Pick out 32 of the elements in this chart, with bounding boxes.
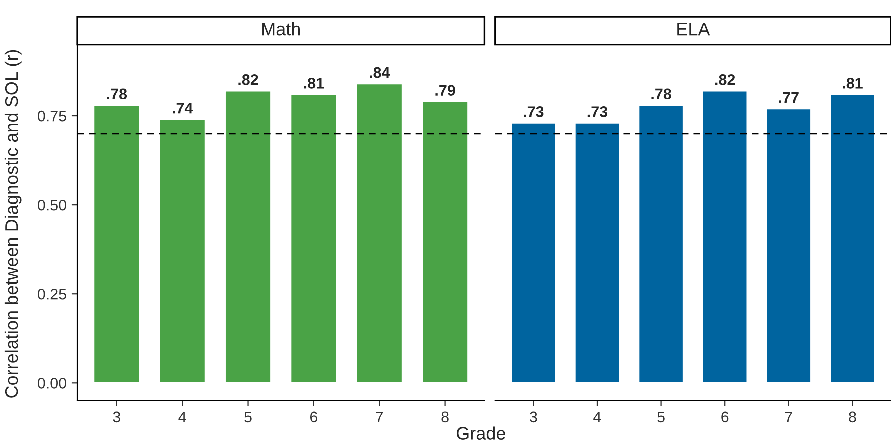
data-label: .78	[107, 88, 128, 100]
x-tick-label: 8	[849, 412, 856, 423]
y-axis-title: Correlation between Diagnostic and SOL (r)	[4, 50, 22, 398]
data-label: .79	[436, 85, 456, 96]
y-tick-label: 0.75	[38, 110, 66, 122]
x-tick-label: 7	[376, 412, 384, 422]
data-label: .77	[779, 92, 799, 103]
data-label: .81	[304, 78, 324, 89]
x-tick-label: 5	[658, 412, 665, 423]
data-label: .84	[370, 67, 390, 78]
data-label: .82	[238, 74, 258, 86]
x-tick-label: 7	[785, 412, 792, 422]
data-label: .78	[652, 88, 672, 100]
x-tick-label: 5	[244, 412, 252, 423]
data-label: .73	[524, 106, 544, 118]
x-tick-label: 3	[530, 412, 538, 423]
data-label: .73	[588, 106, 608, 118]
x-tick-label: 6	[310, 412, 318, 423]
chart-title: Math	[262, 22, 300, 36]
x-tick-label: 4	[594, 412, 602, 422]
x-tick-label: 3	[113, 412, 120, 423]
data-label: .74	[173, 103, 194, 114]
y-tick-label: 0.00	[38, 378, 67, 389]
x-tick-label: 4	[178, 412, 186, 422]
y-tick-label: 0.25	[38, 288, 66, 300]
x-tick-label: 8	[442, 412, 449, 423]
x-tick-label: 6	[722, 412, 729, 423]
x-axis-title: Grade	[456, 426, 506, 440]
chart-title: ELA	[678, 23, 710, 36]
data-label: .81	[843, 78, 863, 89]
y-tick-label: 0.50	[38, 200, 67, 211]
data-label: .82	[716, 74, 736, 86]
